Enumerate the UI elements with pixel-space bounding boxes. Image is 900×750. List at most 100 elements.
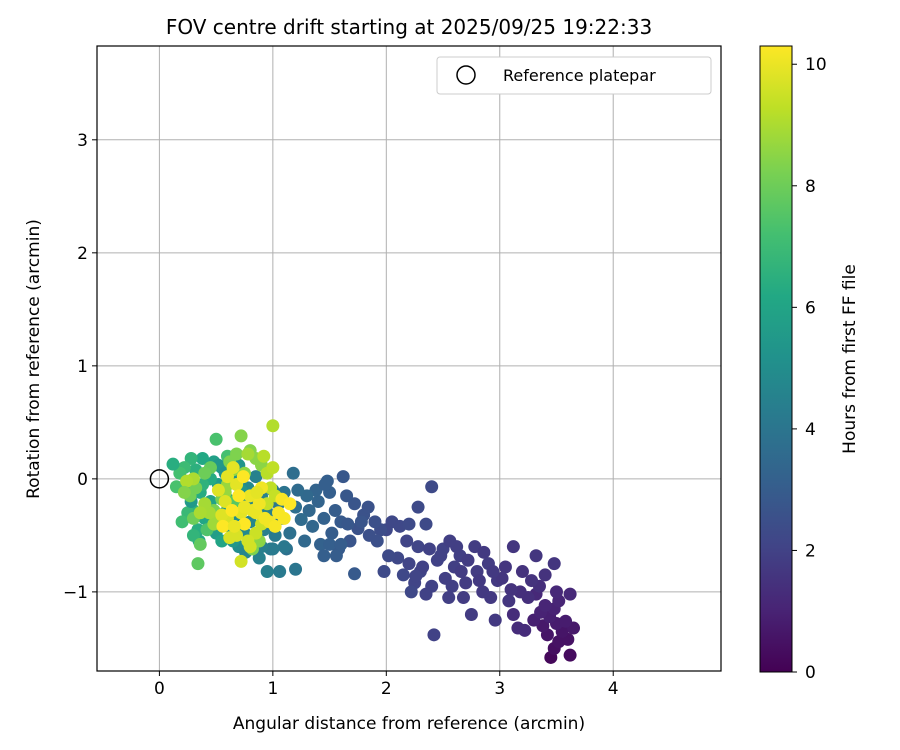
y-tick-label: 2 — [77, 244, 88, 264]
data-point — [506, 607, 520, 621]
data-point — [257, 449, 271, 463]
data-point — [445, 579, 459, 593]
data-point — [419, 517, 433, 531]
data-point — [515, 565, 529, 579]
data-point — [411, 500, 425, 514]
data-point — [180, 474, 194, 488]
data-point — [283, 526, 297, 540]
colorbar — [759, 45, 793, 673]
colorbar-tick-label: 8 — [805, 177, 816, 197]
data-point — [340, 489, 354, 503]
data-point — [477, 545, 491, 559]
colorbar-label: Hours from first FF file — [840, 264, 860, 454]
legend-marker — [456, 65, 476, 85]
data-point — [329, 549, 343, 563]
data-point — [456, 591, 470, 605]
chart-title: FOV centre drift starting at 2025/09/25 … — [166, 15, 652, 39]
data-point — [266, 461, 280, 475]
data-point — [504, 583, 518, 597]
data-point — [268, 528, 282, 542]
colorbar-tick-label: 0 — [805, 663, 816, 683]
data-point — [215, 508, 229, 522]
data-point — [459, 576, 473, 590]
data-point — [402, 517, 416, 531]
data-point — [425, 480, 439, 494]
data-point — [191, 557, 205, 571]
data-point — [266, 542, 280, 556]
data-point — [427, 628, 441, 642]
colorbar-tick-label: 6 — [805, 298, 816, 318]
data-point — [294, 513, 308, 527]
data-point — [317, 511, 331, 525]
data-point — [511, 621, 525, 635]
data-point — [266, 419, 280, 433]
data-point — [334, 537, 348, 551]
data-point — [382, 549, 396, 563]
data-point — [226, 461, 240, 475]
data-point — [549, 585, 563, 599]
data-point — [291, 483, 305, 497]
x-tick-label: 3 — [494, 679, 505, 699]
data-point — [268, 519, 282, 533]
data-point — [563, 648, 577, 662]
data-point — [434, 549, 448, 563]
data-point — [252, 497, 266, 511]
data-point — [232, 489, 246, 503]
data-point — [498, 560, 512, 574]
data-point — [547, 557, 561, 571]
legend: Reference platepar — [436, 56, 712, 95]
data-point — [277, 511, 291, 525]
data-point — [241, 447, 255, 461]
y-tick-label: 1 — [77, 357, 88, 377]
colorbar-tick-label: 4 — [805, 420, 816, 440]
data-point — [250, 485, 264, 499]
data-point — [196, 452, 210, 466]
data-point — [361, 500, 375, 514]
data-point — [529, 549, 543, 563]
data-point — [400, 534, 414, 548]
data-point — [298, 534, 312, 548]
data-point — [422, 542, 436, 556]
data-point — [227, 519, 241, 533]
data-point — [237, 517, 251, 531]
data-point — [341, 517, 355, 531]
data-point — [377, 565, 391, 579]
reference-platepar-marker — [149, 469, 170, 489]
data-point — [402, 557, 416, 571]
data-point — [186, 528, 200, 542]
data-point — [236, 470, 250, 484]
data-point — [454, 565, 468, 579]
x-tick-label: 0 — [154, 679, 165, 699]
data-point — [325, 526, 339, 540]
data-point — [230, 447, 244, 461]
data-point — [209, 432, 223, 446]
data-point — [249, 470, 263, 484]
data-point — [442, 591, 456, 605]
data-point — [506, 540, 520, 554]
x-tick-label: 2 — [381, 679, 392, 699]
colorbar-tick-label: 2 — [805, 541, 816, 561]
data-point — [273, 565, 287, 579]
data-point — [177, 485, 191, 499]
data-point — [166, 457, 180, 471]
data-point — [538, 568, 552, 582]
data-point — [318, 478, 332, 492]
data-point — [404, 585, 418, 599]
data-point — [243, 540, 257, 554]
data-point — [486, 565, 500, 579]
y-tick-label: −1 — [63, 583, 88, 603]
data-point — [283, 497, 297, 511]
data-point — [419, 587, 433, 601]
data-point — [184, 452, 198, 466]
data-point — [225, 504, 239, 518]
data-point — [559, 614, 573, 628]
data-point — [336, 470, 350, 484]
data-point — [370, 534, 384, 548]
data-point — [302, 504, 316, 518]
data-point — [538, 598, 552, 612]
data-point — [502, 594, 516, 608]
data-point — [175, 515, 189, 529]
legend-entry-label: Reference platepar — [503, 66, 656, 85]
data-point — [409, 569, 423, 583]
